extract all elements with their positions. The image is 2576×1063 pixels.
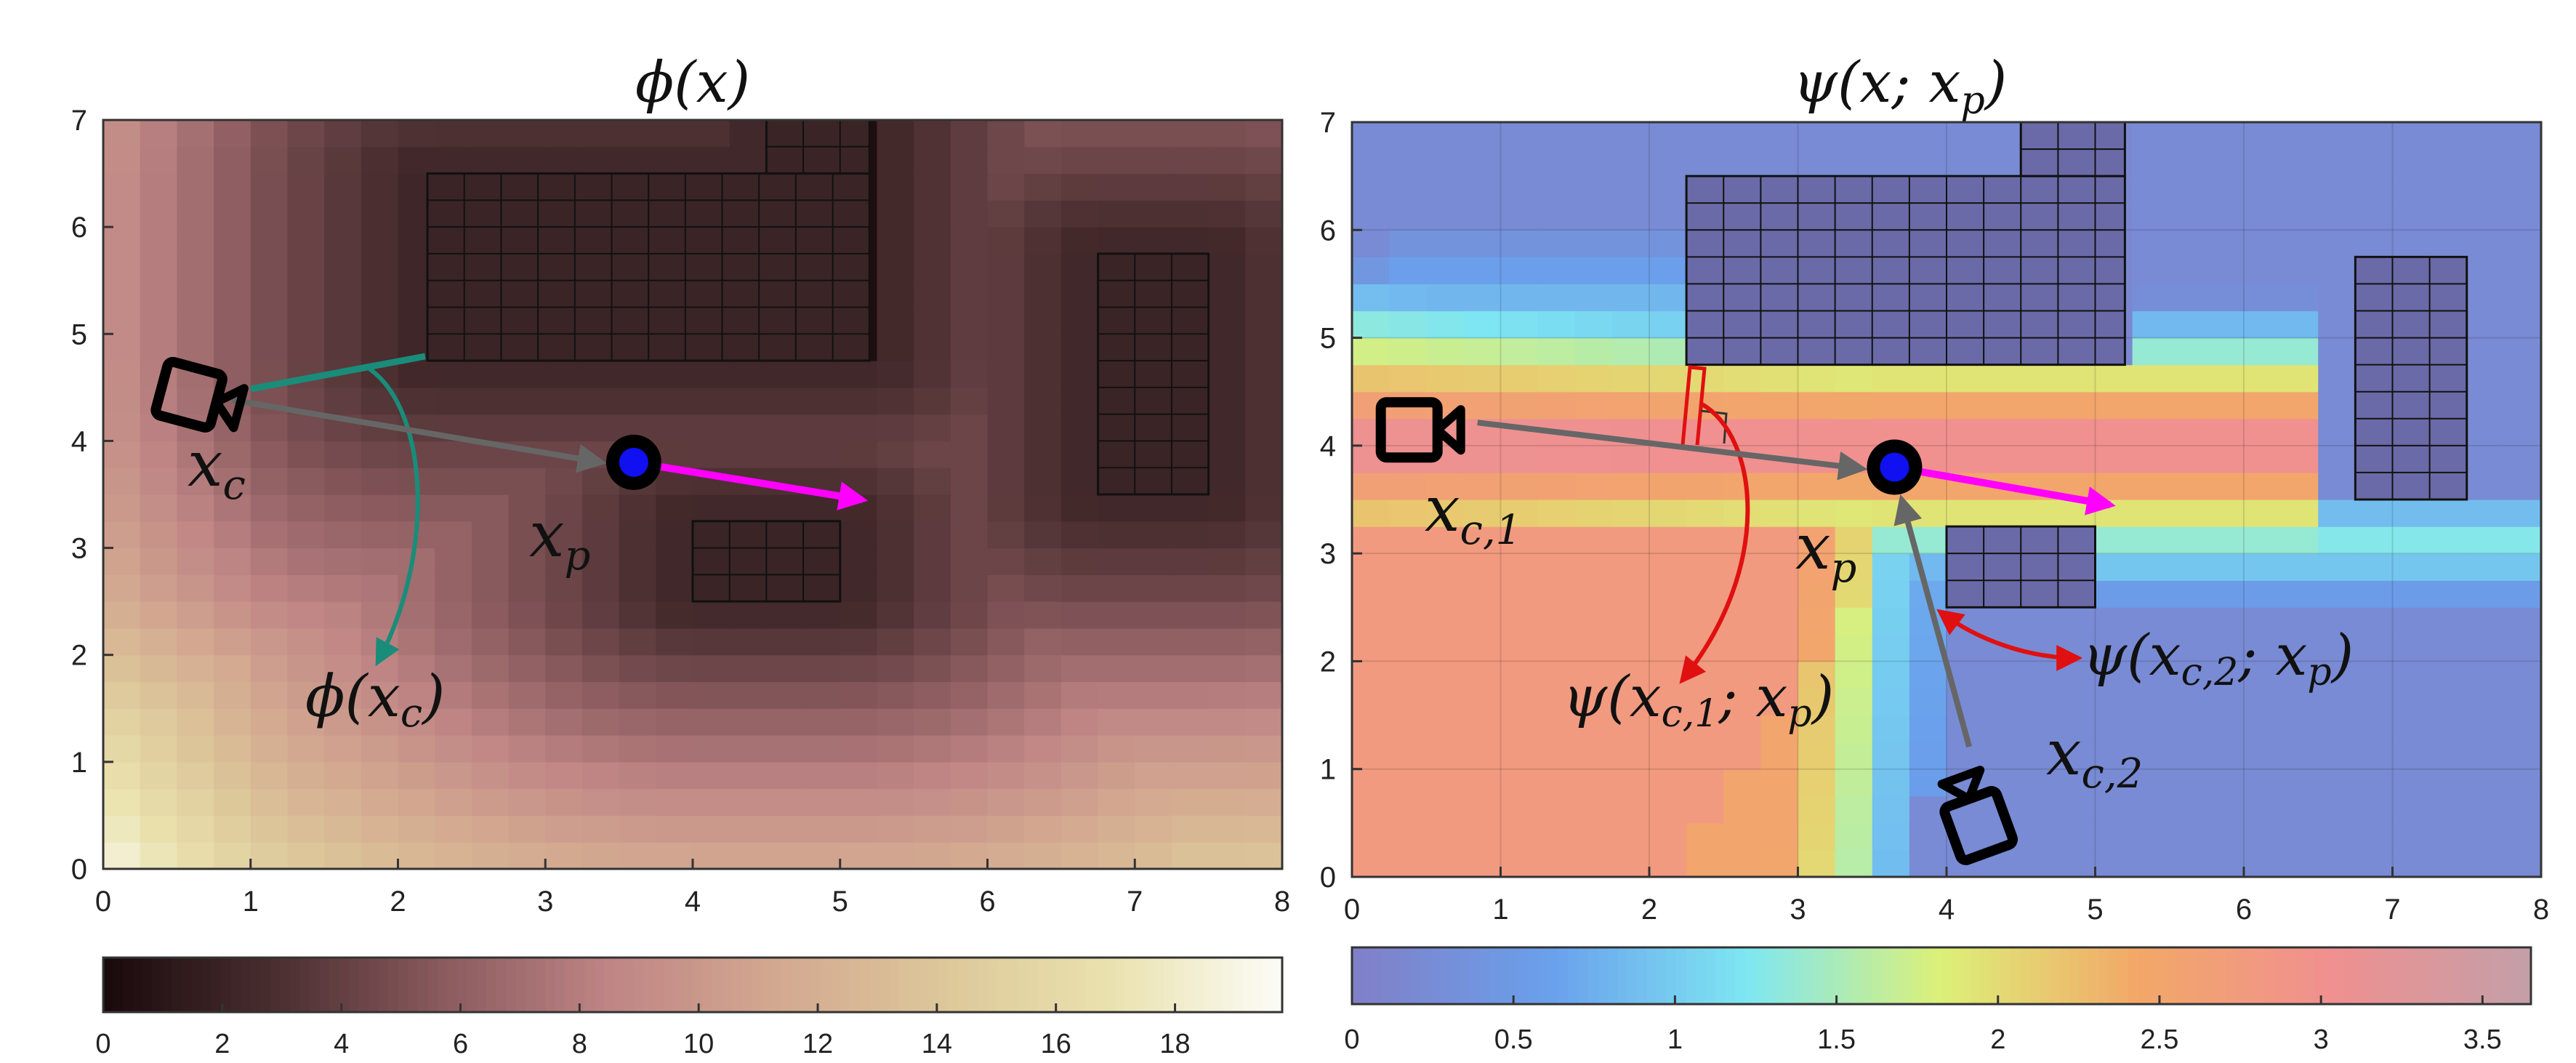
psi-colorbar-tick-label: 3: [2314, 1024, 2329, 1055]
phi-y-ticks: 0 1 2 3 4 5 6 7: [71, 105, 113, 886]
psi-x-tick-label: 3: [1790, 894, 1806, 926]
phi-x-tick-label: 2: [390, 886, 406, 918]
psi-y-tick-label: 4: [1320, 430, 1336, 462]
target-heading-arrow: [633, 458, 869, 510]
psi-annotation-arrow-2: [1936, 609, 2083, 671]
phi-colorbar-tick-label: 0: [95, 1029, 110, 1059]
phi-value-label: ϕ(xc): [305, 662, 445, 736]
psi-annotation-arrow-1: [1679, 401, 1750, 684]
camera-to-target-arrow: [231, 397, 607, 473]
psi-y-tick-label: 1: [1320, 754, 1336, 786]
camera1-icon: [1375, 397, 1465, 463]
camera1-label: xc,1: [1425, 473, 1521, 554]
phi-y-tick-label: 7: [71, 105, 87, 137]
psi-obstacle: [1685, 175, 2126, 366]
phi-x-tick-label: 0: [95, 886, 111, 918]
psi-colorbar-tick-label: 2: [1990, 1024, 2005, 1055]
phi-colorbar-tick-label: 10: [683, 1029, 714, 1059]
phi-y-tick-label: 1: [71, 747, 87, 779]
phi-colorbar-tick-label: 2: [214, 1029, 230, 1059]
psi-y-tick-label: 5: [1320, 323, 1336, 355]
phi-y-tick-label: 0: [71, 854, 87, 886]
psi-x-tick-label: 7: [2384, 894, 2400, 926]
psi-y-tick-label: 3: [1320, 538, 1336, 570]
psi-obstacle: [2354, 255, 2468, 501]
camera2-icon: [1937, 766, 2018, 865]
psi-y-tick-label: 0: [1320, 862, 1336, 894]
phi-y-tick-label: 4: [71, 425, 87, 457]
phi-x-tick-label: 1: [243, 886, 259, 918]
psi-heatmap: [1352, 122, 2541, 877]
camera1-to-target-arrow: [1477, 420, 1868, 481]
psi-x-tick-label: 5: [2087, 894, 2103, 926]
psi-y-tick-label: 6: [1320, 214, 1336, 246]
psi-x-tick-label: 0: [1344, 894, 1360, 926]
psi-x-ticks: 0 1 2 3 4 5 6 7 8: [1344, 867, 2549, 926]
psi-target-label: xp: [1795, 511, 1856, 592]
phi-colorbar: [103, 958, 1283, 1012]
psi-colorbar-frame: [1351, 946, 2532, 1006]
phi-colorbar-tick-label: 4: [334, 1029, 349, 1059]
phi-annotation-line: [250, 353, 426, 393]
phi-title: ϕ(x): [635, 50, 750, 116]
phi-obstacles: [426, 119, 1210, 603]
psi-colorbar-ticks: 0 0.5 1 1.5 2 2.5 3 3.5: [1344, 995, 2502, 1055]
phi-colorbar-tick-label: 12: [802, 1029, 833, 1059]
psi-value-label-2: ψ(xc,2; xp): [2082, 623, 2354, 694]
phi-colorbar-tick-label: 8: [572, 1029, 587, 1059]
phi-x-tick-label: 8: [1274, 886, 1290, 918]
phi-colorbar-frame: [102, 956, 1284, 1014]
phi-annotation-arrow: [366, 365, 420, 667]
phi-x-tick-label: 6: [979, 886, 995, 918]
perpendicular-marker: [1681, 365, 1707, 446]
psi-panel: ψ(x; xp) 0 1 2 3 4 5 6 7 8 0 1 2 3 4 5 6 7 xc,1 xc,2 xp…: [1320, 50, 2549, 1055]
camera2-to-target-arrow: [1893, 494, 1972, 748]
psi-x-tick-label: 6: [2236, 894, 2252, 926]
phi-x-tick-label: 4: [685, 886, 701, 918]
phi-colorbar-tick-label: 18: [1159, 1029, 1190, 1059]
psi-x-tick-label: 8: [2533, 894, 2549, 926]
psi-x-tick-label: 1: [1492, 894, 1508, 926]
phi-colorbar-tick-label: 14: [922, 1029, 952, 1059]
phi-obstacle: [1097, 252, 1210, 496]
phi-x-ticks: 0 1 2 3 4 5 6 7 8: [95, 859, 1290, 918]
psi-colorbar: [1352, 947, 2532, 1004]
psi-colorbar-tick-label: 0.5: [1494, 1024, 1533, 1055]
camera-icon: [150, 356, 249, 433]
psi-x-tick-label: 4: [1939, 894, 1955, 926]
psi-colorbar-tick-label: 1.5: [1817, 1024, 1856, 1055]
target-label: xp: [529, 499, 590, 579]
psi-colorbar-tick-label: 3.5: [2463, 1024, 2502, 1055]
phi-y-tick-label: 3: [71, 533, 87, 565]
psi-target-heading-arrow: [1893, 463, 2116, 516]
psi-y-tick-label: 2: [1320, 646, 1336, 678]
phi-y-tick-label: 2: [71, 640, 87, 672]
psi-colorbar-tick-label: 0: [1344, 1024, 1359, 1055]
camera2-label: xc,2: [2046, 717, 2143, 798]
phi-y-tick-label: 6: [71, 212, 87, 244]
psi-y-tick-label: 7: [1320, 107, 1336, 139]
psi-target-marker: [1867, 439, 1923, 495]
psi-value-label-1: ψ(xc,1; xp): [1563, 665, 1834, 736]
phi-colorbar-ticks: 0 2 4 6 8 10 12 14 16 18: [95, 1003, 1191, 1059]
phi-x-tick-label: 7: [1127, 886, 1143, 918]
psi-y-ticks: 0 1 2 3 4 5 6 7: [1320, 107, 1362, 894]
phi-x-tick-label: 3: [537, 886, 553, 918]
phi-x-tick-label: 5: [832, 886, 848, 918]
camera-label: xc: [188, 428, 246, 509]
phi-colorbar-tick-label: 6: [453, 1029, 468, 1059]
psi-colorbar-tick-label: 1: [1667, 1024, 1683, 1055]
psi-title: ψ(x; xp): [1793, 50, 2007, 123]
psi-obstacles: [1685, 121, 2468, 609]
psi-colorbar-tick-label: 2.5: [2141, 1024, 2179, 1055]
phi-y-tick-label: 5: [71, 318, 87, 350]
psi-x-tick-label: 2: [1641, 894, 1657, 926]
phi-colorbar-tick-label: 16: [1041, 1029, 1071, 1059]
target-marker: [605, 434, 661, 490]
